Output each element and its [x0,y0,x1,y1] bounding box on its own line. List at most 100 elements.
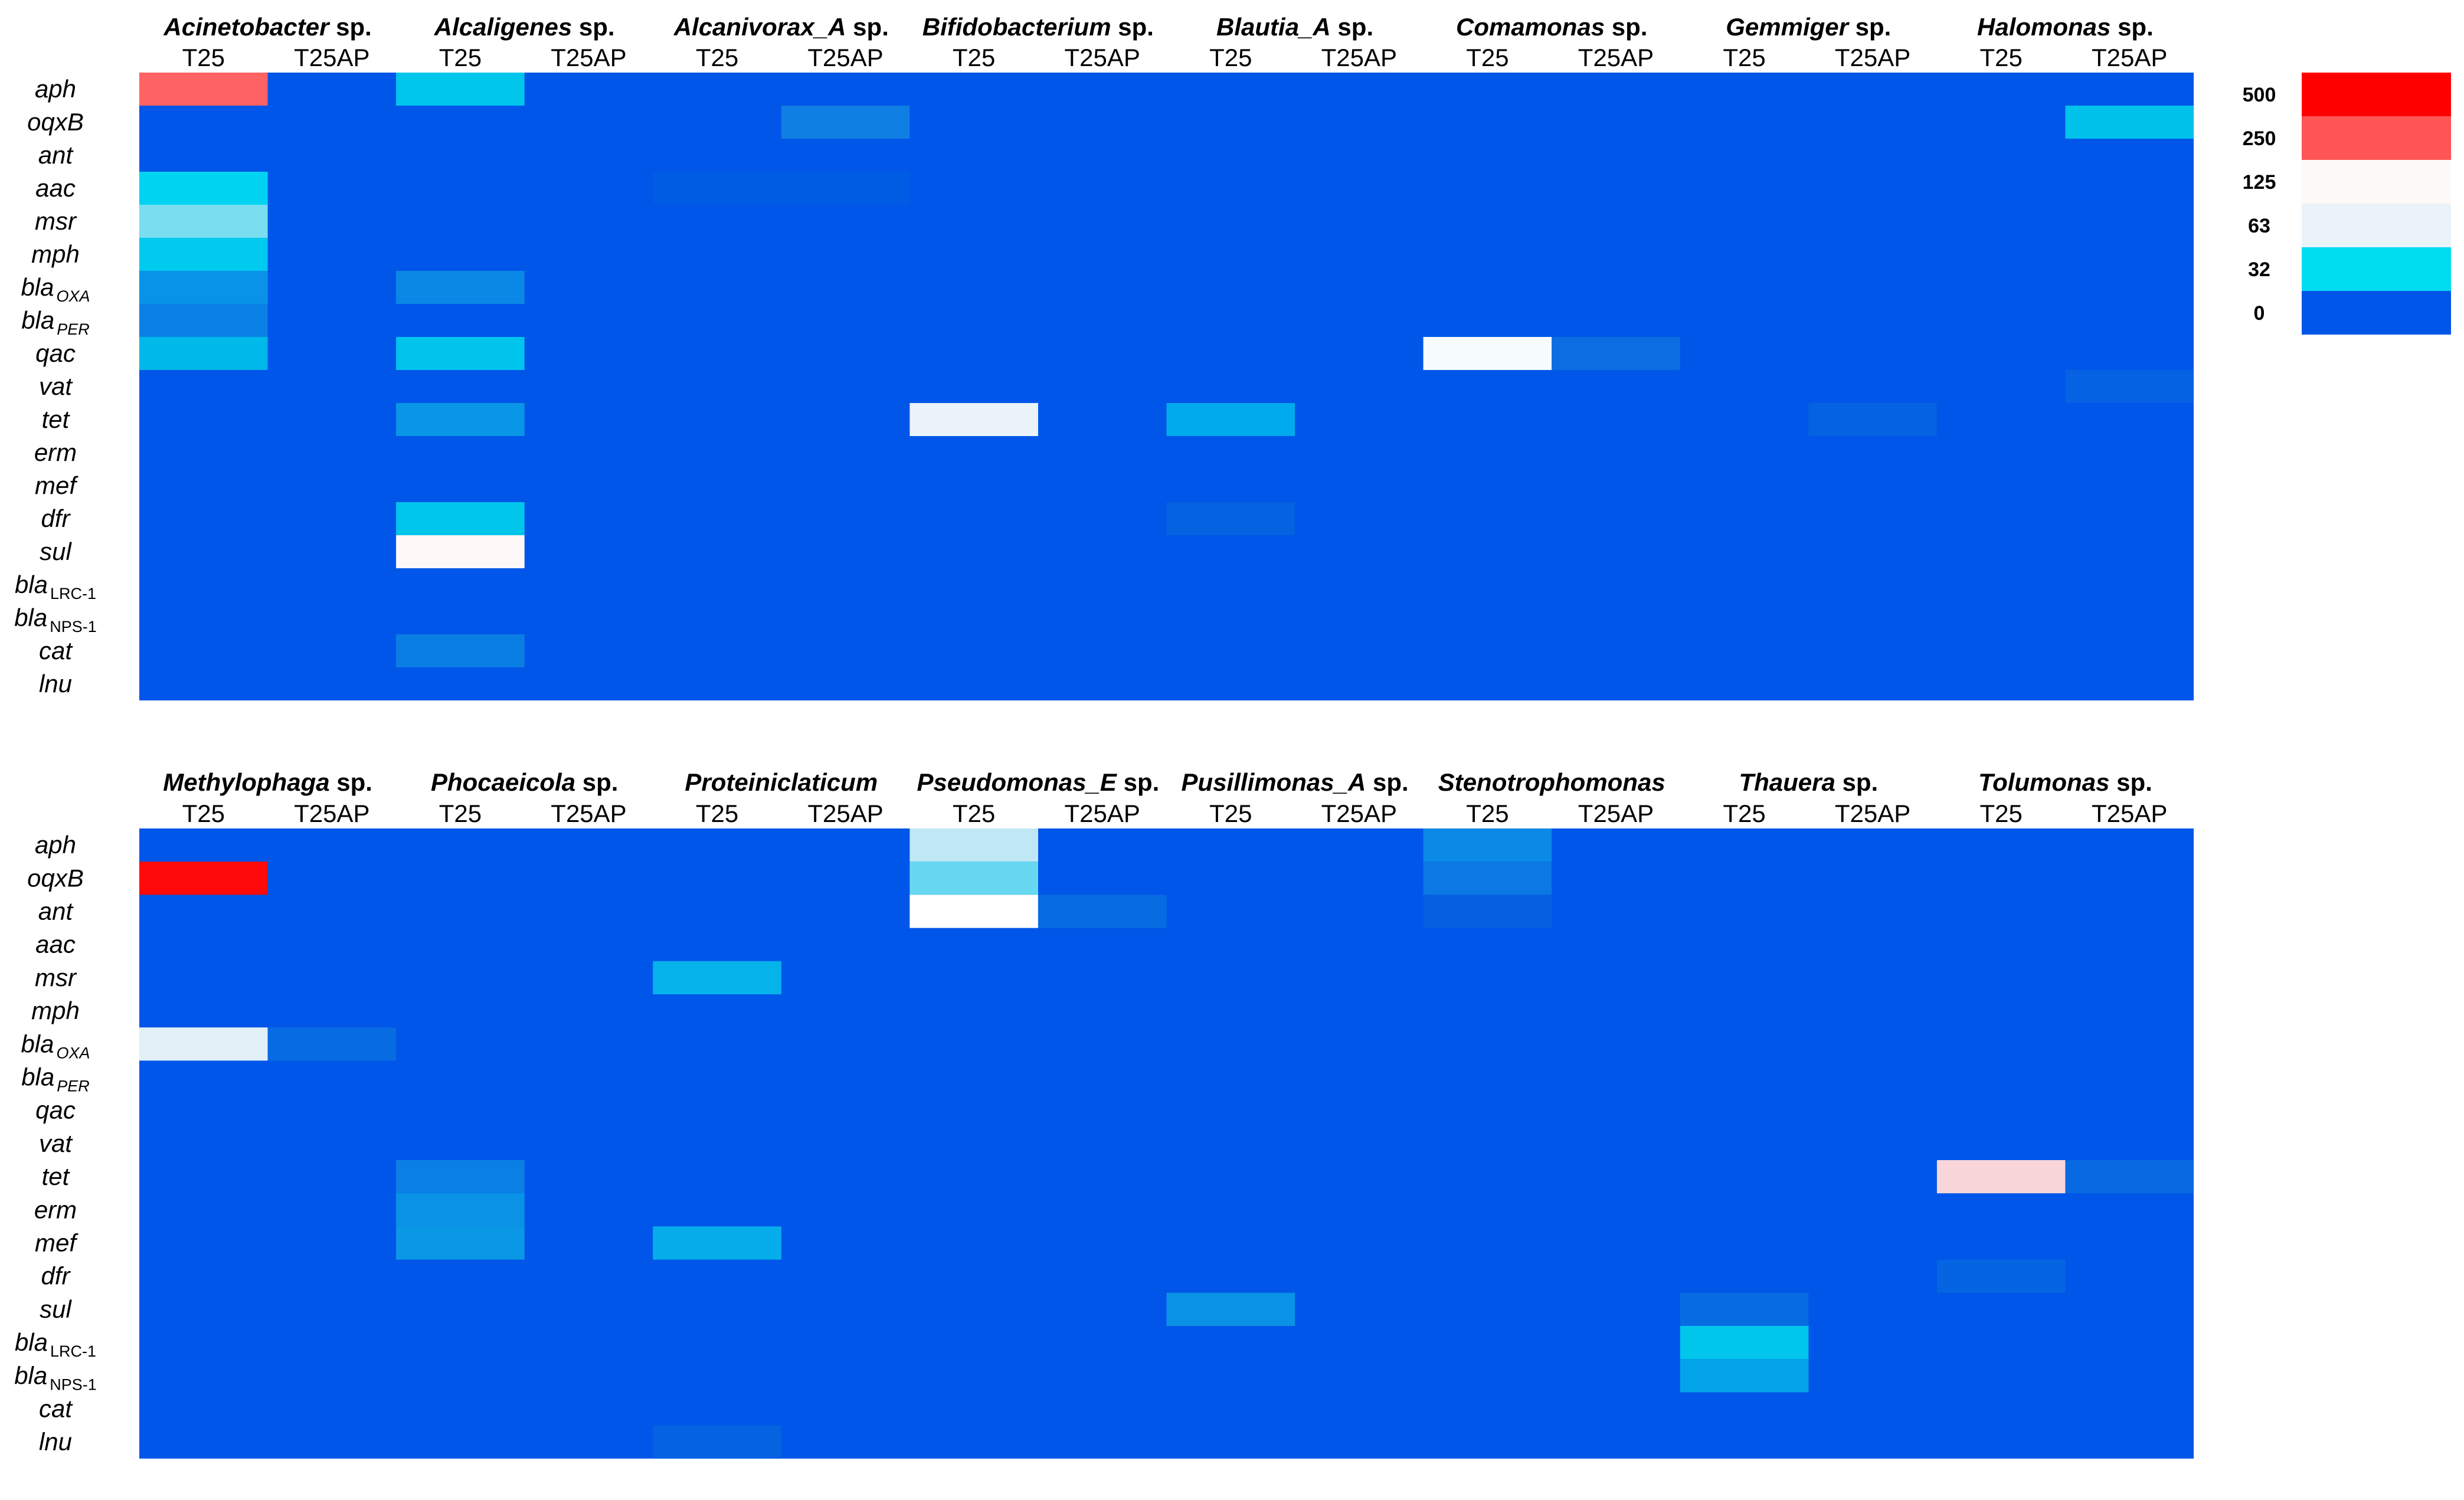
heatmap-cell [781,172,910,205]
legend-label: 0 [2254,302,2265,325]
column-label: T25 [696,800,738,827]
heatmap-cell [139,271,268,304]
heatmap-cell [2065,370,2194,403]
column-label: T25 [182,800,225,827]
taxon-label: Alcaligenes sp. [434,13,615,41]
legend-swatch [2302,116,2451,160]
column-label: T25AP [294,800,369,827]
column-label: T25AP [2092,44,2167,71]
gene-label: qac [35,339,76,367]
gene-label: oqxB [27,864,84,892]
taxon-label: Bifidobacterium sp. [922,13,1154,41]
gene-label: bla OXA [21,273,90,305]
heatmap-cell [653,1226,781,1260]
heatmap-cell [396,271,525,304]
taxon-label: Thauera sp. [1739,768,1878,796]
taxon-label: Methylophaga sp. [163,768,372,796]
heatmap-panels: Acinetobacter sp. T25 T25AP Alcaligenes sp.… [14,13,2194,1459]
column-label: T25AP [1321,44,1397,71]
column-label: T25 [439,800,482,827]
gene-label: bla NPS-1 [14,604,97,636]
taxon-label: Stenotrophomonas [1438,768,1665,796]
column-label: T25AP [1835,800,1910,827]
gene-label: qac [35,1096,76,1124]
legend-label: 500 [2243,84,2276,106]
heatmap-panel-2: Methylophaga sp. T25 T25AP Phocaeicola sp. T… [14,768,2194,1459]
heatmap-cell [396,403,525,436]
column-label: T25AP [551,800,626,827]
gene-label: bla PER [21,306,90,338]
column-label: T25AP [807,800,883,827]
column-label: T25AP [1835,44,1910,71]
column-label: T25AP [294,44,369,71]
heatmap-cell [1166,1292,1295,1326]
column-label: T25 [1980,44,2023,71]
heatmap-cell [1936,1160,2066,1194]
heatmap-panel-1: Acinetobacter sp. T25 T25AP Alcaligenes sp.… [14,13,2194,700]
column-label: T25AP [2092,800,2167,827]
taxon-label: Alcanivorax_A sp. [673,13,889,41]
column-label: T25 [953,44,995,71]
legend-label: 63 [2248,215,2270,237]
column-label: T25AP [1064,44,1140,71]
gene-label: tet [42,1162,71,1190]
gene-label: lnu [39,670,72,697]
legend-swatch [2302,204,2451,247]
gene-label: dfr [41,1262,71,1290]
gene-label: mph [31,997,80,1024]
color-legend: 500 250 125 63 32 0 [2243,73,2451,335]
gene-label: aac [35,174,76,202]
heatmap-cell [396,535,525,568]
column-label: T25 [1723,800,1765,827]
heatmap-cell [139,337,268,370]
column-label: T25 [696,44,738,71]
heatmap-cell [1680,1326,1809,1360]
legend-label: 125 [2243,171,2276,194]
heatmap-cell [1038,895,1167,928]
panel-background [139,73,2194,700]
heatmap-cell [2065,1160,2194,1194]
heatmap-cell [653,961,781,994]
gene-label: bla OXA [21,1030,90,1062]
taxon-label: Tolumonas sp. [1978,768,2152,796]
gene-label: mef [35,1229,78,1257]
column-label: T25 [182,44,225,71]
heatmap-cell [396,1160,525,1194]
gene-label: vat [39,372,73,400]
heatmap-cell [139,304,268,337]
gene-label: aac [35,931,76,958]
heatmap-cell [139,205,268,238]
taxon-label: Comamonas sp. [1456,13,1647,41]
column-label: T25 [1723,44,1765,71]
heatmap-cell [396,1193,525,1227]
taxon-label: Proteiniclaticum [685,768,878,796]
gene-label: sul [40,1295,72,1323]
legend-swatch [2302,291,2451,335]
heatmap-cell [1680,1359,1809,1393]
taxon-label: Pseudomonas_E sp. [917,768,1159,796]
gene-label: erm [34,438,77,466]
heatmap-cell [2065,106,2194,139]
heatmap-cell [1423,862,1552,895]
heatmap-cell [909,862,1038,895]
gene-label: ant [38,141,74,169]
column-label: T25AP [1578,44,1654,71]
gene-label: sul [40,538,72,565]
gene-label: lnu [39,1428,72,1456]
legend-swatch [2302,160,2451,204]
heatmap-cell [1808,403,1937,436]
column-label: T25 [1209,800,1252,827]
taxon-label: Blautia_A sp. [1216,13,1373,41]
heatmap-cell [396,634,525,667]
gene-label: erm [34,1196,77,1223]
gene-label: mph [31,240,80,268]
taxon-label: Gemmiger sp. [1726,13,1891,41]
heatmap-cell [1166,403,1295,436]
heatmap-cell [396,337,525,370]
column-label: T25AP [1064,800,1140,827]
legend-swatch [2302,73,2451,116]
taxon-label: Pusillimonas_A sp. [1182,768,1409,796]
heatmap-cell [267,1027,397,1061]
gene-label: vat [39,1129,73,1157]
